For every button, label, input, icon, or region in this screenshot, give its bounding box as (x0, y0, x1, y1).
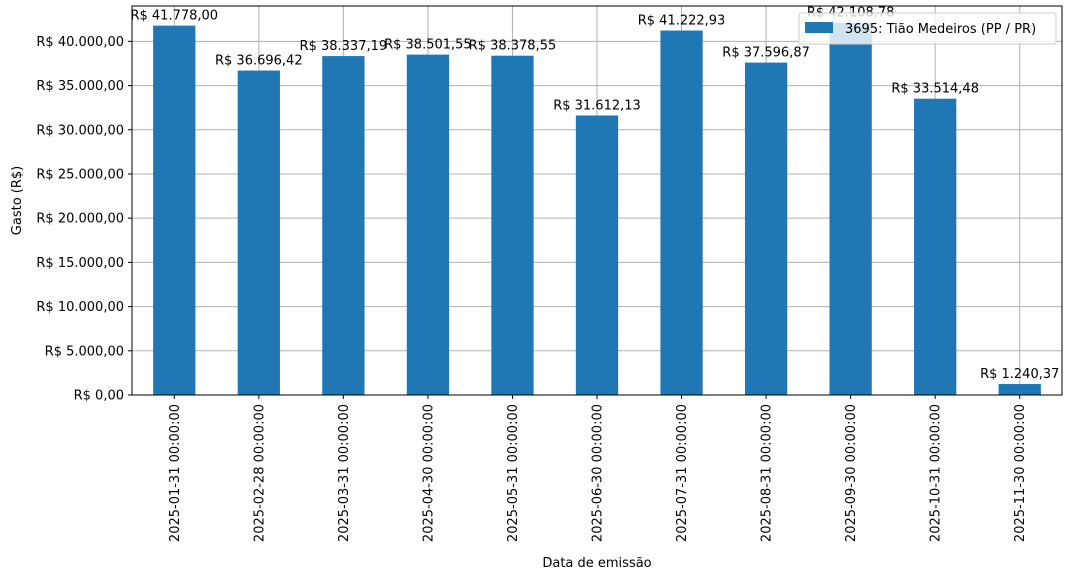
x-axis-label: Data de emissão (542, 556, 651, 571)
bars-group (153, 22, 1041, 396)
bar (406, 54, 450, 395)
bar-value-label: R$ 1.240,37 (980, 367, 1059, 382)
bar-value-label: R$ 36.696,42 (215, 54, 303, 69)
y-axis-label: Gasto (R$) (10, 166, 25, 235)
y-tick-label: R$ 40.000,00 (36, 35, 124, 50)
y-tick-label: R$ 20.000,00 (36, 212, 124, 227)
x-tick-label: 2025-01-31 00:00:00 (168, 404, 183, 542)
y-tick-label: R$ 0,00 (74, 389, 124, 404)
bar (914, 98, 957, 395)
y-tick-label: R$ 30.000,00 (36, 123, 124, 138)
x-tick-label: 2025-03-31 00:00:00 (337, 404, 352, 542)
x-tick-label: 2025-10-31 00:00:00 (929, 404, 944, 542)
bar (829, 22, 872, 396)
bar (575, 115, 619, 396)
bar-value-label: R$ 37.596,87 (722, 46, 810, 61)
bar-value-label: R$ 31.612,13 (553, 99, 641, 114)
bar (237, 70, 280, 396)
bar-value-label: R$ 38.337,19 (300, 39, 388, 54)
y-tick-label: R$ 15.000,00 (36, 256, 124, 271)
bar (491, 55, 534, 395)
legend: 3695: Tião Medeiros (PP / PR) (798, 12, 1057, 45)
x-tick-label: 2025-08-31 00:00:00 (760, 404, 775, 542)
bar (322, 56, 365, 395)
y-axis-ticks: R$ 0,00 R$ 5.000,00 R$ 10.000,00 R$ 15.000,… (36, 35, 132, 404)
y-tick-label: R$ 35.000,00 (36, 79, 124, 94)
x-tick-label: 2025-04-30 00:00:00 (421, 404, 436, 542)
y-tick-label: R$ 10.000,00 (36, 300, 124, 315)
bar-value-label: R$ 38.378,55 (469, 39, 557, 54)
bar-value-label: R$ 41.778,00 (130, 9, 218, 24)
legend-entry: 3695: Tião Medeiros (PP / PR) (845, 22, 1036, 37)
legend-swatch (805, 22, 833, 33)
x-tick-label: 2025-02-28 00:00:00 (252, 404, 267, 542)
legend-box (798, 12, 1057, 45)
y-tick-label: R$ 25.000,00 (36, 167, 124, 182)
bar-value-label: R$ 33.514,48 (891, 82, 979, 97)
bar-value-label: R$ 38.501,55 (384, 38, 472, 53)
bar (660, 30, 703, 396)
bar (744, 62, 788, 395)
bar-value-label: R$ 41.222,93 (638, 14, 726, 29)
y-tick-label: R$ 5.000,00 (45, 344, 124, 359)
x-tick-label: 2025-09-30 00:00:00 (844, 404, 859, 542)
bar (153, 25, 196, 395)
x-tick-label: 2025-06-30 00:00:00 (591, 404, 606, 542)
x-axis-ticks: 2025-01-31 00:00:00 2025-02-28 00:00:00 20… (168, 395, 1028, 542)
x-tick-label: 2025-07-31 00:00:00 (675, 404, 690, 542)
x-tick-label: 2025-05-31 00:00:00 (506, 404, 521, 542)
bar (998, 384, 1041, 395)
x-tick-label: 2025-11-30 00:00:00 (1013, 404, 1028, 542)
